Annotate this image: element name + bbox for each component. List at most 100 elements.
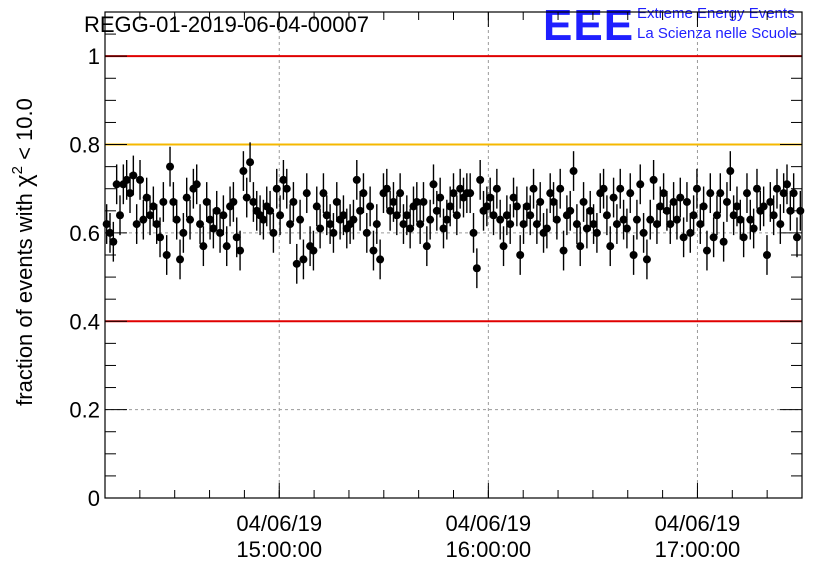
- data-point: [109, 237, 118, 246]
- data-point: [536, 197, 545, 206]
- y-tick-label: 0.6: [69, 221, 100, 246]
- data-point: [426, 215, 435, 224]
- data-point: [519, 220, 528, 229]
- data-point: [549, 197, 558, 206]
- data-point: [586, 206, 595, 215]
- x-tick-time-label: 17:00:00: [655, 537, 741, 562]
- data-point: [639, 228, 648, 237]
- data-point: [726, 167, 735, 176]
- data-point: [496, 215, 505, 224]
- data-point: [739, 233, 748, 242]
- data-point: [302, 189, 311, 198]
- data-point: [199, 242, 208, 251]
- data-point: [579, 197, 588, 206]
- data-point: [402, 211, 411, 220]
- data-point: [649, 175, 658, 184]
- y-tick-label: 0.2: [69, 398, 100, 423]
- data-point: [282, 184, 291, 193]
- data-point: [636, 180, 645, 189]
- data-point: [376, 255, 385, 264]
- data-point: [742, 189, 751, 198]
- data-point: [272, 184, 281, 193]
- data-point: [309, 246, 318, 255]
- data-point: [619, 215, 628, 224]
- data-point: [432, 206, 441, 215]
- data-point: [382, 184, 391, 193]
- data-point: [526, 211, 535, 220]
- data-point: [736, 215, 745, 224]
- data-point: [546, 189, 555, 198]
- data-point: [642, 255, 651, 264]
- data-point: [286, 220, 295, 229]
- data-point: [419, 197, 428, 206]
- data-point: [206, 215, 215, 224]
- y-tick-label: 0: [88, 486, 100, 511]
- data-point: [716, 189, 725, 198]
- data-point: [322, 211, 331, 220]
- data-point: [386, 206, 395, 215]
- data-point: [246, 158, 255, 167]
- data-point: [582, 224, 591, 233]
- data-point: [156, 233, 165, 242]
- data-point: [472, 264, 481, 273]
- data-point: [762, 251, 771, 259]
- data-point: [132, 220, 141, 229]
- data-point: [399, 220, 408, 229]
- data-point: [512, 202, 521, 211]
- data-point: [602, 211, 611, 220]
- y-axis-label-tail: < 10.0: [12, 98, 37, 166]
- data-point: [259, 215, 268, 224]
- data-point: [299, 255, 308, 264]
- data-point: [192, 180, 201, 189]
- data-point: [469, 228, 478, 237]
- logo-letters: EEE: [543, 1, 634, 50]
- data-point: [786, 206, 795, 215]
- logo-line-1: Extreme Energy Events: [637, 5, 795, 22]
- x-tick-date-label: 04/06/19: [236, 511, 322, 536]
- data-point: [692, 184, 701, 193]
- data-point: [159, 197, 168, 206]
- data-point: [749, 224, 758, 233]
- data-point: [232, 233, 241, 242]
- data-point: [589, 220, 598, 229]
- data-point: [516, 251, 525, 259]
- data-point: [366, 202, 375, 211]
- data-point: [792, 233, 801, 242]
- data-point: [606, 242, 615, 251]
- data-point: [249, 197, 258, 206]
- data-point: [332, 197, 341, 206]
- data-point: [766, 197, 775, 206]
- data-point: [176, 255, 185, 264]
- data-point: [616, 184, 625, 193]
- data-point: [242, 193, 251, 202]
- data-point: [696, 220, 705, 229]
- data-point: [126, 189, 135, 198]
- data-point: [529, 184, 538, 193]
- data-point: [576, 242, 585, 251]
- data-point: [372, 220, 381, 229]
- data-point: [476, 175, 485, 184]
- data-point: [389, 197, 398, 206]
- data-point: [142, 193, 151, 202]
- data-point: [212, 206, 221, 215]
- data-point: [229, 197, 238, 206]
- data-point: [759, 202, 768, 211]
- data-point: [362, 228, 371, 237]
- data-point: [396, 189, 405, 198]
- data-point: [442, 215, 451, 224]
- data-point: [662, 206, 671, 215]
- data-point: [209, 224, 218, 233]
- data-point: [296, 215, 305, 224]
- data-point: [359, 189, 368, 198]
- data-point: [222, 242, 231, 251]
- data-point: [436, 193, 445, 202]
- y-axis-label-chi: χ: [11, 174, 38, 187]
- data-point: [556, 184, 565, 193]
- data-point: [709, 233, 718, 242]
- data-point: [182, 193, 191, 202]
- data-point: [169, 197, 178, 206]
- data-point: [559, 246, 568, 255]
- logo-line-2: La Scienza nelle Scuole: [637, 25, 797, 42]
- data-point: [162, 251, 171, 259]
